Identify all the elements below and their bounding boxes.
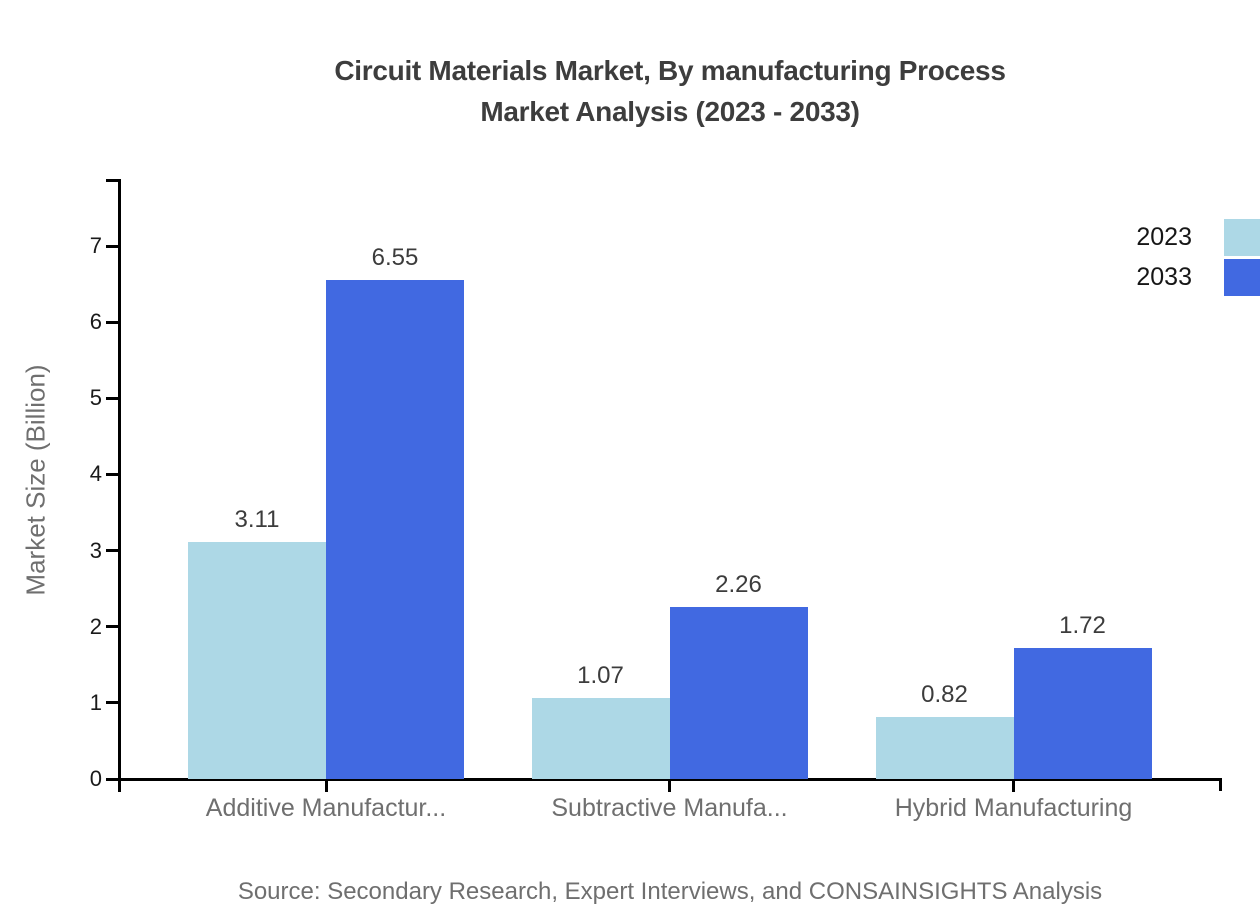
legend-label-2033: 2033 bbox=[1136, 262, 1192, 291]
bar-2023-1 bbox=[531, 697, 670, 779]
y-tick-mark bbox=[106, 244, 118, 248]
y-tick-label: 0 bbox=[89, 766, 102, 791]
bar-value-label: 0.82 bbox=[921, 680, 968, 708]
legend-item-2033: 2033 bbox=[1136, 257, 1260, 297]
y-tick-label: 3 bbox=[89, 537, 102, 563]
source-text: Source: Secondary Research, Expert Inter… bbox=[237, 878, 1103, 905]
bar-2023-0 bbox=[188, 542, 326, 779]
bar-2033-1 bbox=[669, 606, 808, 779]
chart-title-line1: Circuit Materials Market, By manufacturi… bbox=[334, 55, 1006, 86]
x-tick-mark bbox=[668, 781, 671, 792]
y-tick-mark bbox=[106, 625, 118, 629]
bar-value-label: 1.07 bbox=[577, 661, 624, 689]
bar-value-label: 2.26 bbox=[715, 570, 762, 598]
y-tick-mark bbox=[106, 549, 118, 553]
bar-2033-0 bbox=[326, 280, 464, 779]
y-axis-top-cap bbox=[106, 179, 118, 182]
x-category-label: Additive Manufactur... bbox=[205, 794, 447, 822]
y-tick-label: 2 bbox=[89, 613, 102, 639]
y-tick-mark bbox=[106, 701, 118, 705]
legend-swatch-2033 bbox=[1224, 258, 1260, 296]
y-axis-title: Market Size (Billion) bbox=[20, 364, 51, 596]
x-axis-line bbox=[106, 778, 1222, 781]
y-tick-mark bbox=[106, 320, 118, 324]
y-tick-mark bbox=[106, 472, 118, 476]
y-tick-label: 7 bbox=[89, 233, 102, 258]
x-tick-mark bbox=[324, 781, 328, 792]
y-tick-label: 4 bbox=[89, 461, 102, 487]
legend: 2023 2033 bbox=[1136, 217, 1260, 297]
legend-swatch-2023 bbox=[1224, 218, 1260, 256]
y-tick-label: 6 bbox=[89, 309, 102, 335]
x-category-label: Subtractive Manufa... bbox=[551, 794, 788, 822]
x-category-label: Hybrid Manufacturing bbox=[894, 794, 1133, 822]
bar-value-label: 1.72 bbox=[1059, 612, 1106, 639]
y-tick-mark bbox=[106, 396, 118, 400]
x-tick-mark bbox=[1012, 781, 1015, 792]
chart-title: Circuit Materials Market, By manufacturi… bbox=[119, 50, 1221, 132]
y-tick-label: 1 bbox=[89, 689, 102, 715]
y-tick-label: 5 bbox=[89, 385, 102, 411]
legend-item-2023: 2023 bbox=[1136, 217, 1260, 257]
y-axis-line bbox=[118, 179, 121, 792]
y-tick-mark bbox=[106, 777, 118, 781]
bar-2033-2 bbox=[1013, 648, 1152, 779]
bar-value-label: 3.11 bbox=[234, 506, 280, 534]
bar-2023-2 bbox=[875, 716, 1014, 779]
x-axis-end-cap bbox=[1219, 778, 1222, 791]
bar-value-label: 6.55 bbox=[371, 244, 419, 272]
chart-title-line2: Market Analysis (2023 - 2033) bbox=[480, 96, 860, 127]
legend-label-2023: 2023 bbox=[1136, 222, 1192, 251]
